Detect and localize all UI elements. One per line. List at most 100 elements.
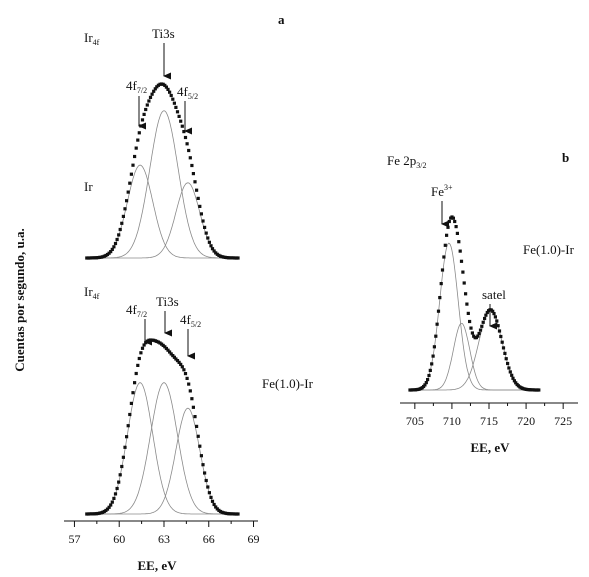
envelope-point-a_top [102, 254, 106, 258]
envelope-point-a_top [112, 245, 116, 249]
envelope-point-a_top [163, 83, 167, 87]
envelope-point-a_bottom [102, 509, 106, 514]
envelope-point-a_top [185, 142, 189, 146]
x-tick-label: 710 [443, 414, 461, 428]
envelope-point-a_bottom [188, 389, 192, 393]
envelope-point-a_bottom [209, 495, 213, 499]
envelope-point-a_top [142, 112, 146, 116]
envelope-point-b [510, 373, 514, 377]
envelope-point-a_top [193, 180, 197, 184]
x-axis-label-a: EE, eV [138, 558, 178, 573]
envelope-point-a_bottom [223, 511, 227, 515]
envelope-point-b [427, 373, 431, 378]
envelope-point-b [438, 296, 442, 300]
envelope-point-b [496, 324, 500, 328]
panel-letter-a: a [278, 12, 285, 27]
envelope-point-b [466, 311, 470, 315]
envelope-point-a_top [210, 247, 215, 251]
envelope-point-a_top [85, 256, 89, 260]
x-tick-label: 69 [248, 532, 260, 546]
envelope-point-a_top [188, 156, 192, 160]
envelope-point-a_top [113, 241, 118, 246]
envelope-point-a_top [169, 93, 173, 98]
envelope-point-a_top [144, 107, 148, 112]
envelope-point-a_top [134, 146, 138, 150]
envelope-point-b [481, 320, 485, 324]
envelope-point-a_bottom [233, 512, 237, 516]
envelope-point-b [504, 357, 508, 361]
y-axis-label: Cuentas por segundo, u.a. [12, 228, 27, 372]
envelope-point-a_top [155, 85, 159, 89]
envelope-point-a_top [182, 130, 186, 134]
component-curve-a_top-1 [86, 110, 238, 259]
envelope-point-b [464, 292, 468, 296]
envelope-point-b [432, 345, 436, 349]
envelope-point-a_bottom [203, 471, 207, 475]
envelope-point-a_top [198, 204, 202, 208]
envelope-point-b [451, 216, 455, 220]
envelope-point-b [440, 268, 445, 272]
panel-letter-b: b [562, 150, 569, 165]
envelope-point-a_top [140, 118, 145, 122]
envelope-point-a_bottom [179, 362, 183, 366]
envelope-point-a_bottom [134, 371, 138, 376]
envelope-point-b [476, 334, 480, 338]
x-tick-label: 60 [113, 532, 125, 546]
x-tick-label: 720 [517, 414, 535, 428]
panel-a-top: a Ir4f Ti3s 4f7/2 4f5/2 Ir [84, 12, 285, 260]
x-tick-label: 66 [203, 532, 215, 546]
envelope-point-a_bottom [136, 363, 140, 367]
envelope-point-a_bottom [155, 339, 159, 343]
annotation-4f72-top: 4f7/2 [126, 78, 147, 95]
envelope-point-b [507, 366, 511, 370]
envelope-point-a_bottom [199, 454, 203, 458]
annotation-satel: satel [482, 287, 506, 302]
envelope-point-a_bottom [118, 473, 122, 477]
envelope-point-b [478, 328, 483, 332]
x-ticks-b: 705 710 715 720 725 [406, 403, 572, 428]
envelope-point-a_top [125, 199, 129, 203]
envelope-point-a_top [196, 196, 200, 200]
envelope-point-a_top [183, 135, 188, 140]
annotation-fe-ir-b: Fe(1.0)-Ir [523, 242, 575, 257]
annotation-4f52-top: 4f5/2 [177, 84, 198, 101]
annotation-ir-4f-top: Ir4f [84, 30, 100, 47]
plot-b [408, 215, 541, 392]
envelope-point-b [484, 313, 488, 317]
envelope-point-a_bottom [126, 424, 130, 428]
envelope-point-a_bottom [172, 355, 176, 359]
envelope-point-a_top [121, 214, 125, 218]
envelope-point-a_bottom [190, 397, 194, 401]
annotation-ti3s-bottom: Ti3s [156, 294, 179, 309]
envelope-point-b [457, 240, 461, 244]
x-tick-label: 705 [406, 414, 424, 428]
envelope-point-a_bottom [214, 505, 218, 509]
envelope-point-b [461, 270, 465, 274]
envelope-point-b [445, 233, 449, 237]
envelope-point-a_top [187, 148, 191, 153]
envelope-point-a_bottom [131, 391, 135, 395]
x-tick-label: 63 [158, 532, 170, 546]
plot-a-top [85, 82, 240, 260]
envelope-point-a_bottom [210, 499, 215, 503]
envelope-point-a_bottom [93, 512, 97, 516]
envelope-point-b [469, 326, 473, 330]
envelope-point-b [512, 379, 516, 383]
envelope-point-a_bottom [113, 492, 118, 496]
envelope-point-a_top [177, 114, 181, 118]
envelope-point-b [430, 362, 434, 366]
envelope-point-b [455, 231, 459, 235]
envelope-point-a_top [215, 252, 219, 256]
envelope-point-a_top [150, 92, 154, 96]
envelope-point-a_bottom [191, 405, 195, 409]
envelope-point-a_top [128, 181, 132, 185]
annotation-fe-ir-a: Fe(1.0)-Ir [262, 376, 314, 391]
envelope-point-b [443, 243, 447, 247]
component-curve-a_bottom-1 [86, 382, 238, 515]
envelope-point-b [503, 351, 507, 355]
envelope-point-a_bottom [187, 382, 191, 386]
envelope-point-a_top [191, 172, 195, 176]
envelope-point-b [470, 331, 474, 335]
envelope-point-b [477, 331, 481, 336]
